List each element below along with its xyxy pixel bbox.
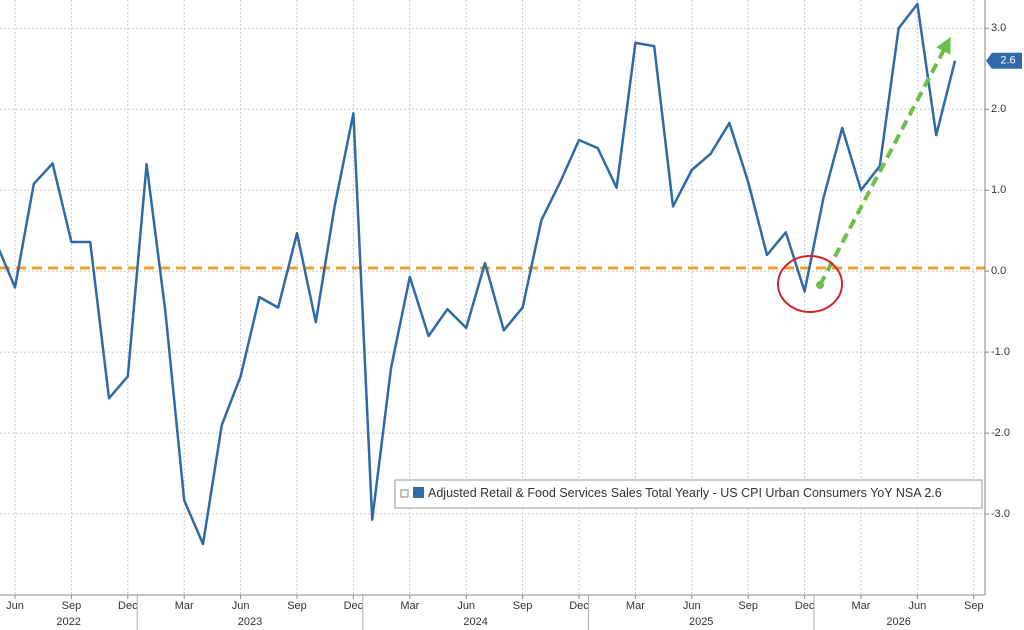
legend-swatch: [413, 487, 424, 498]
x-tick-label: Sep: [513, 600, 533, 612]
arrow-start: [816, 281, 824, 289]
x-tick-label: Jun: [457, 600, 475, 612]
trend-arrow: [818, 36, 951, 286]
year-label: 2022: [56, 616, 80, 628]
y-tick-label: 2.0: [991, 103, 1006, 115]
legend-name: Adjusted Retail & Food Services Sales To…: [428, 486, 922, 500]
x-tick-label: Dec: [795, 600, 815, 612]
year-label: 2025: [689, 616, 713, 628]
x-tick-label: Dec: [344, 600, 364, 612]
year-label: 2026: [886, 616, 910, 628]
x-tick-label: Mar: [400, 600, 419, 612]
legend-toggle: [400, 489, 409, 498]
x-tick-label: Dec: [118, 600, 138, 612]
series-line: [0, 2, 957, 546]
last-value-label: 2.6: [1000, 55, 1015, 67]
legend-value: 2.6: [924, 486, 941, 500]
x-tick-label: Sep: [287, 600, 307, 612]
y-tick-label: -1.0: [991, 346, 1010, 358]
x-tick-label: Sep: [62, 600, 82, 612]
y-tick-label: -3.0: [991, 508, 1010, 520]
y-tick-label: 0.0: [991, 265, 1006, 277]
x-tick-label: Jun: [909, 600, 927, 612]
highlight-circle: [777, 255, 843, 313]
y-tick-label: -2.0: [991, 427, 1010, 439]
legend-box: [394, 479, 983, 509]
last-value-badge: [986, 52, 1022, 69]
legend-label: Adjusted Retail & Food Services Sales To…: [428, 486, 942, 500]
x-tick-label: Jun: [6, 600, 24, 612]
year-label: 2024: [463, 616, 487, 628]
x-tick-label: Dec: [569, 600, 589, 612]
x-tick-label: Mar: [852, 600, 871, 612]
x-tick-label: Mar: [626, 600, 645, 612]
y-tick-label: 1.0: [991, 184, 1006, 196]
x-tick-label: Sep: [738, 600, 758, 612]
y-tick-label: 3.0: [991, 22, 1006, 34]
x-tick-label: Jun: [683, 600, 701, 612]
x-tick-label: Mar: [175, 600, 194, 612]
x-tick-label: Sep: [964, 600, 984, 612]
x-tick-label: Jun: [232, 600, 250, 612]
legend: Adjusted Retail & Food Services Sales To…: [394, 479, 983, 509]
year-label: 2023: [238, 616, 262, 628]
